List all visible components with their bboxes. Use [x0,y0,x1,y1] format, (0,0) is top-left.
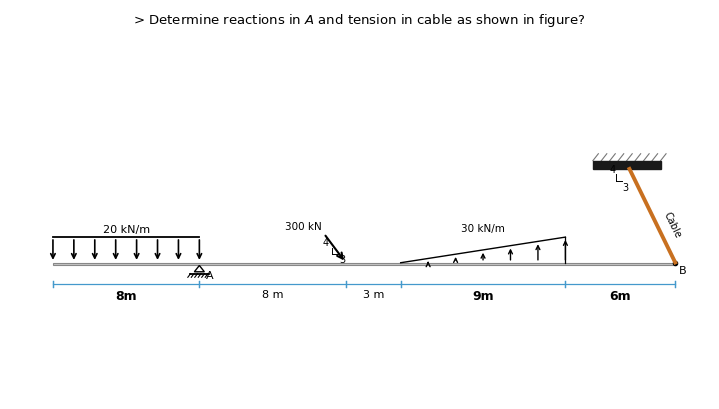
Text: Cable: Cable [661,210,682,239]
Text: B: B [679,265,687,275]
Text: 4: 4 [610,164,615,174]
FancyBboxPatch shape [53,263,675,266]
Text: 300 kN: 300 kN [285,221,322,231]
Text: 30 kN/m: 30 kN/m [461,224,505,234]
Text: 3: 3 [340,255,346,265]
Polygon shape [194,266,204,272]
Text: 8 m: 8 m [262,290,283,300]
Text: 4: 4 [323,238,329,247]
Text: 6m: 6m [610,290,631,303]
Text: 20 kN/m: 20 kN/m [103,224,150,234]
Text: 9m: 9m [472,290,494,303]
Text: > Determine reactions in $\mathit{A}$ and tension in cable as shown in figure?: > Determine reactions in $\mathit{A}$ an… [133,12,586,29]
Text: 3: 3 [623,183,628,193]
Polygon shape [593,161,661,169]
Text: 8m: 8m [115,290,137,303]
Text: 3 m: 3 m [362,290,384,300]
Text: A: A [206,270,214,280]
